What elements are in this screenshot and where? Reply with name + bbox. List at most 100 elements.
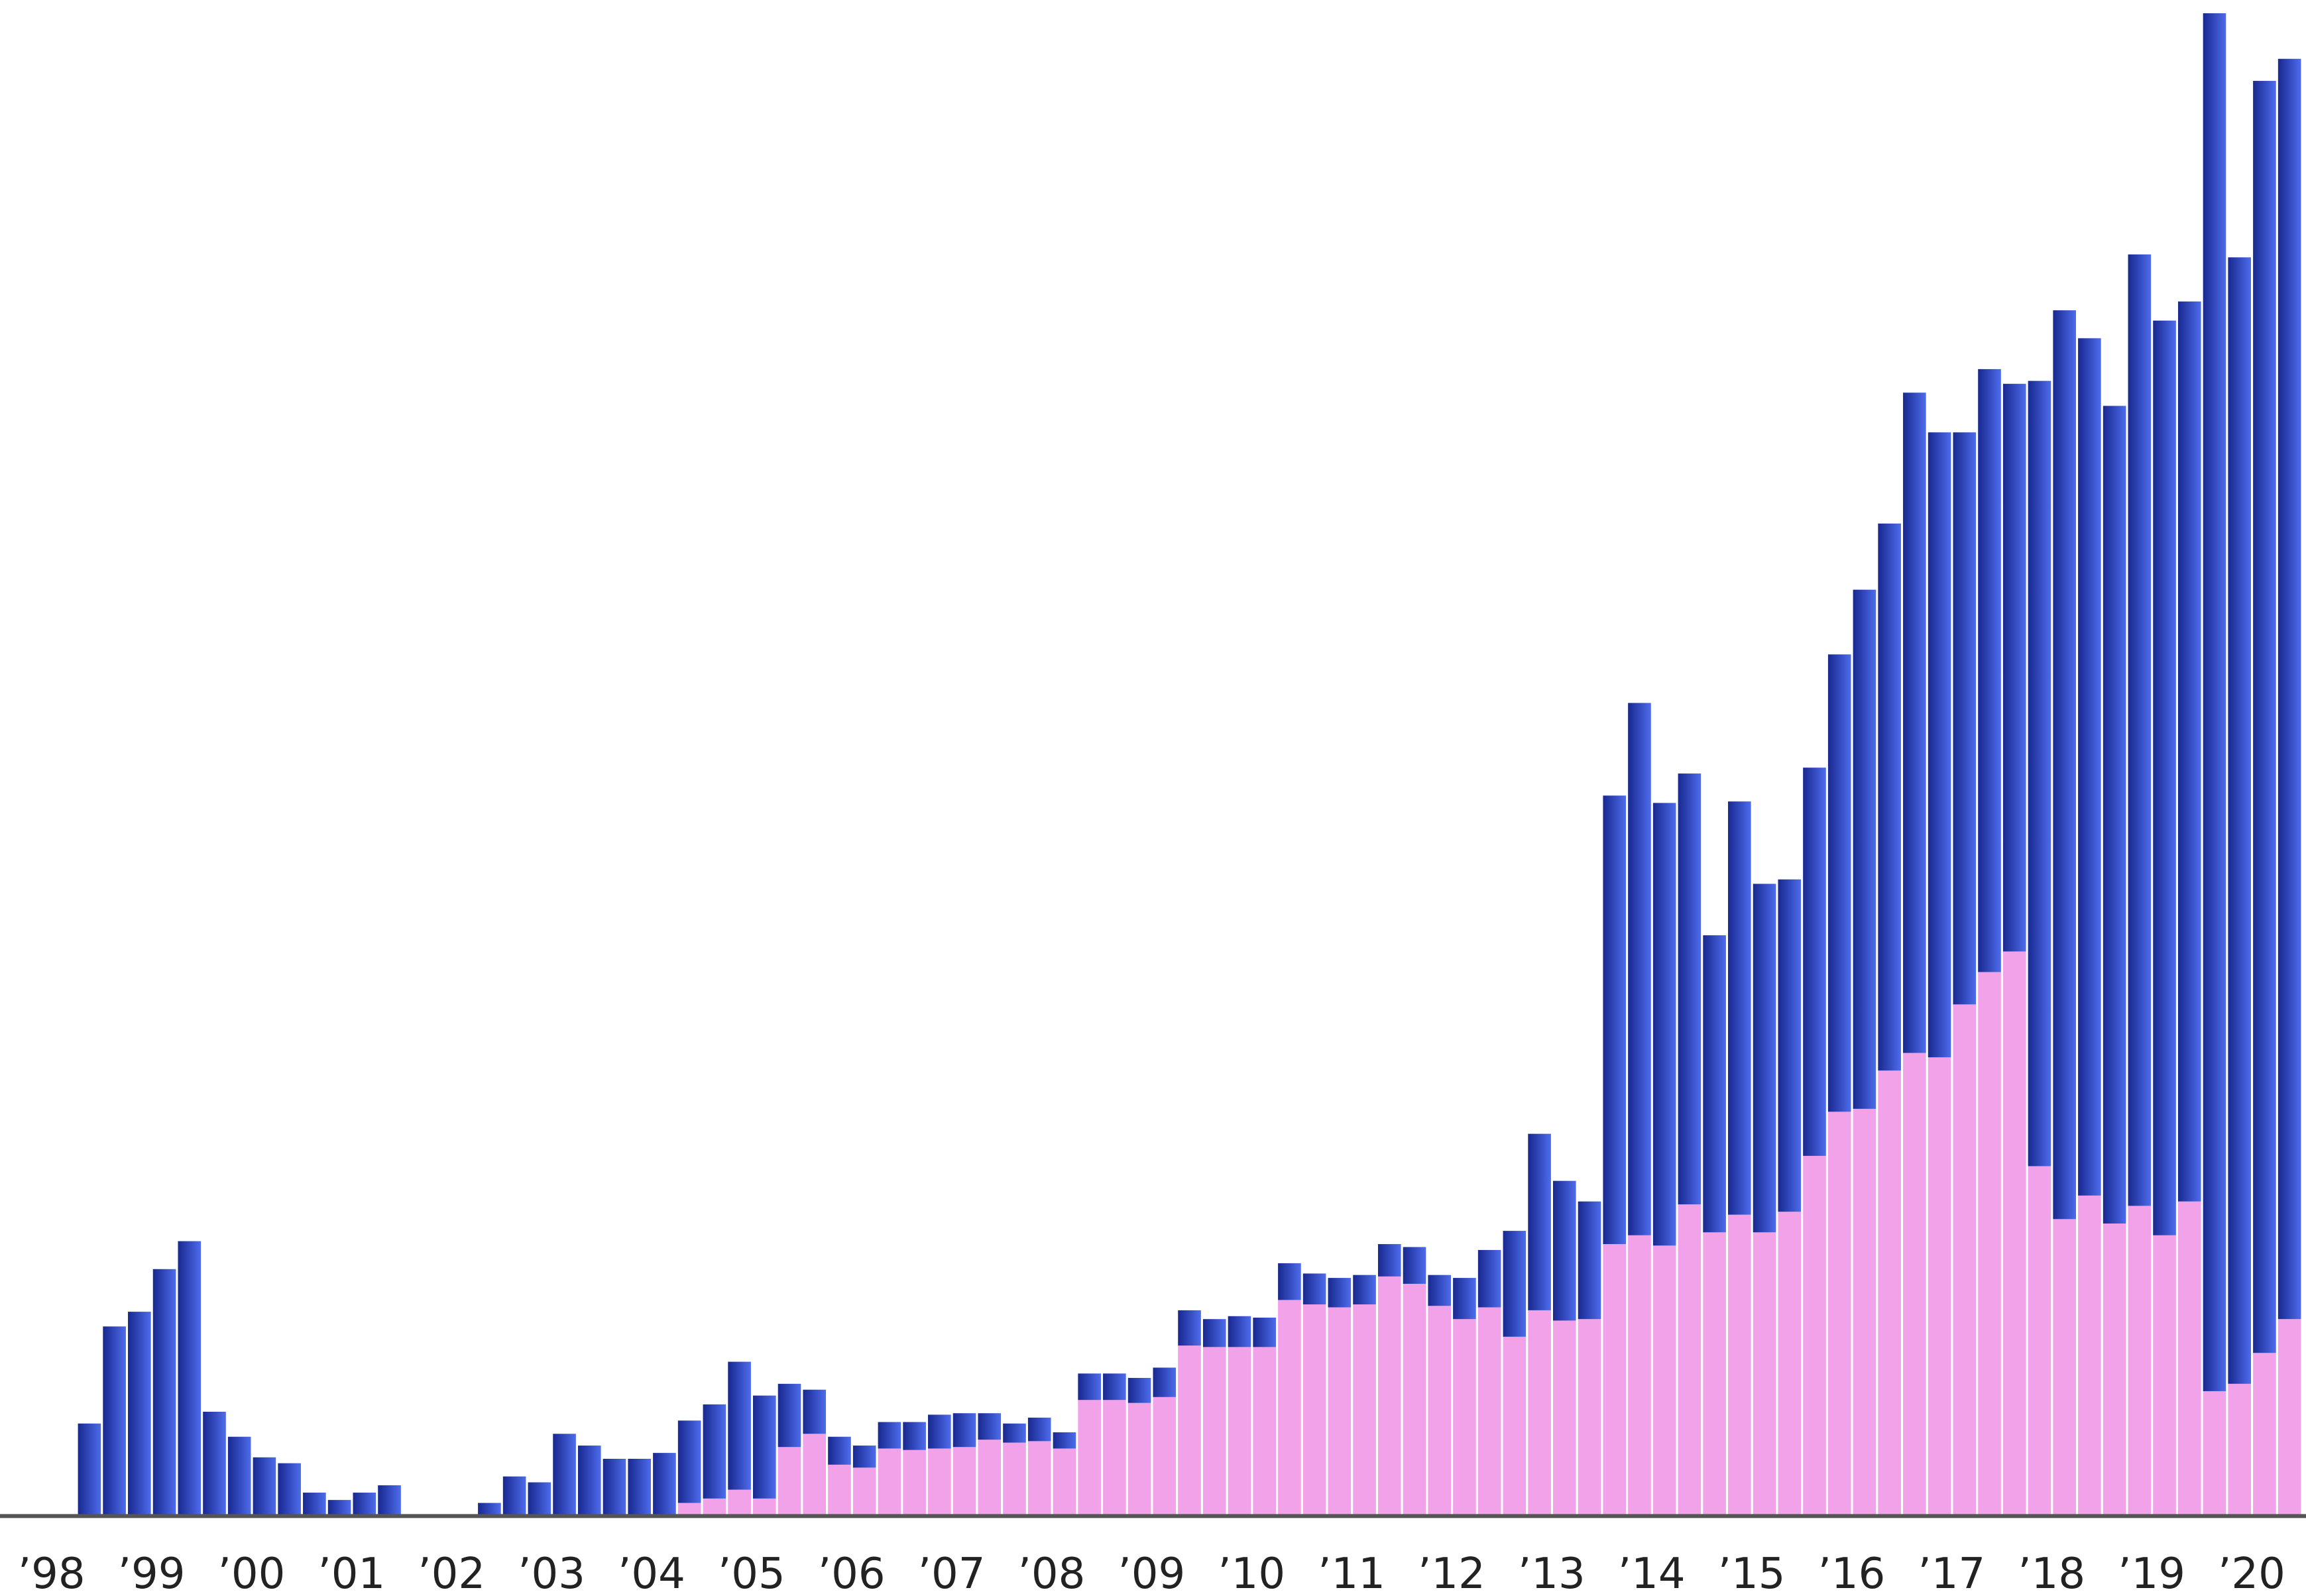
bar-segment [2203, 13, 2226, 1391]
bar-segment [1153, 1367, 1177, 1397]
bar-segment [628, 1459, 652, 1515]
bar-segment [1202, 1319, 1226, 1347]
bar-segment [1302, 1273, 1326, 1305]
bar-segment [1027, 1417, 1051, 1442]
bar-segment [1578, 1319, 1601, 1515]
bar-segment [1652, 803, 1676, 1246]
bar-segment [1153, 1396, 1177, 1515]
bar-segment [1853, 1108, 1876, 1515]
x-tick-label: ’99 [118, 1550, 186, 1596]
bar-segment [603, 1459, 626, 1515]
bar-segment [1603, 795, 1627, 1245]
bar-segment [1127, 1377, 1151, 1403]
bar-segment [2228, 257, 2252, 1384]
bar-segment [1302, 1304, 1326, 1515]
bar-segment [1978, 369, 2001, 972]
bar-segment [778, 1447, 801, 1515]
bar-segment [1628, 703, 1651, 1235]
bar-segment [952, 1413, 976, 1448]
bar-segment [1827, 1112, 1851, 1515]
bar-segment [1328, 1307, 1352, 1515]
bar-segment [1853, 589, 1876, 1109]
bar-segment [1353, 1275, 1376, 1305]
bar-segment [1078, 1373, 1101, 1400]
bar-segment [2028, 1166, 2051, 1515]
bar-segment [577, 1446, 601, 1515]
bar-segment [2028, 380, 2051, 1167]
bar-segment [677, 1420, 701, 1503]
bar-segment [2277, 58, 2301, 1320]
bar-segment [478, 1503, 501, 1515]
bar-segment [1928, 1057, 1951, 1515]
x-tick-label: ’19 [2118, 1550, 2185, 1596]
bar-segment [1928, 432, 1951, 1058]
bar-segment [203, 1412, 226, 1515]
bar-segment [1428, 1306, 1452, 1515]
x-tick-label: ’17 [1918, 1550, 1985, 1596]
bar-segment [1078, 1400, 1101, 1515]
bar-segment [2053, 310, 2076, 1220]
bar-segment [1228, 1347, 1251, 1515]
bar-segment [1027, 1441, 1051, 1515]
bar-segment [1053, 1432, 1076, 1449]
bar-segment [778, 1383, 801, 1448]
bar-segment [327, 1500, 351, 1515]
bar-segment [253, 1457, 276, 1515]
x-tick-label: ’11 [1318, 1550, 1385, 1596]
bar-segment [1778, 1212, 1802, 1515]
bar-segment [878, 1422, 901, 1449]
bar-segment [1753, 883, 1776, 1233]
bar-segment [2103, 1224, 2126, 1515]
bar-segment [1978, 972, 2001, 1515]
bar-segment [1603, 1244, 1627, 1515]
bar-segment [753, 1395, 776, 1499]
x-tick-label: ’18 [2018, 1550, 2085, 1596]
x-tick-label: ’12 [1418, 1550, 1485, 1596]
x-tick-label: ’02 [418, 1550, 485, 1596]
x-tick-label: ’01 [317, 1550, 385, 1596]
bar-segment [152, 1269, 176, 1515]
bar-segment [2177, 301, 2201, 1202]
bar-segment [1103, 1400, 1126, 1515]
x-tick-label: ’98 [18, 1550, 86, 1596]
bar-segment [1453, 1278, 1476, 1320]
bar-segment [1503, 1336, 1527, 1515]
bar-segment [2177, 1201, 2201, 1515]
bar-segment [1003, 1423, 1026, 1443]
bar-segment [2078, 338, 2101, 1196]
bar-segment [2078, 1195, 2101, 1515]
bar-segment [1127, 1402, 1151, 1515]
bar-segment [2002, 951, 2026, 1515]
bar-segment [1528, 1133, 1551, 1310]
bar-segment [1377, 1276, 1401, 1515]
bar-segment [653, 1453, 676, 1515]
bar-segment [1278, 1263, 1301, 1300]
bar-segment [1278, 1300, 1301, 1515]
bar-segment [553, 1434, 576, 1515]
x-tick-label: ’14 [1618, 1550, 1686, 1596]
bar-segment [1528, 1310, 1551, 1515]
bar-segment [502, 1476, 526, 1515]
bar-segment [1253, 1318, 1276, 1347]
bar-segment [1778, 879, 1802, 1212]
bar-segment [2153, 1235, 2176, 1515]
bar-segment [2053, 1219, 2076, 1515]
bar-segment [178, 1241, 202, 1515]
bar-segment [978, 1440, 1002, 1515]
bar-segment [1652, 1245, 1676, 1515]
bar-segment [2253, 81, 2276, 1353]
bar-segment [1953, 432, 1977, 1005]
x-tick-label: ’09 [1118, 1550, 1185, 1596]
bar-segment [1228, 1316, 1251, 1347]
bar-segment [227, 1436, 251, 1515]
x-tick-label: ’07 [918, 1550, 986, 1596]
x-tick-label: ’08 [1018, 1550, 1086, 1596]
bar-segment [878, 1448, 901, 1515]
x-tick-label: ’10 [1218, 1550, 1285, 1596]
bar-segment [1678, 1204, 1701, 1515]
bar-segment [803, 1434, 827, 1515]
bar-segment [2253, 1353, 2276, 1515]
bar-segment [1103, 1373, 1126, 1400]
